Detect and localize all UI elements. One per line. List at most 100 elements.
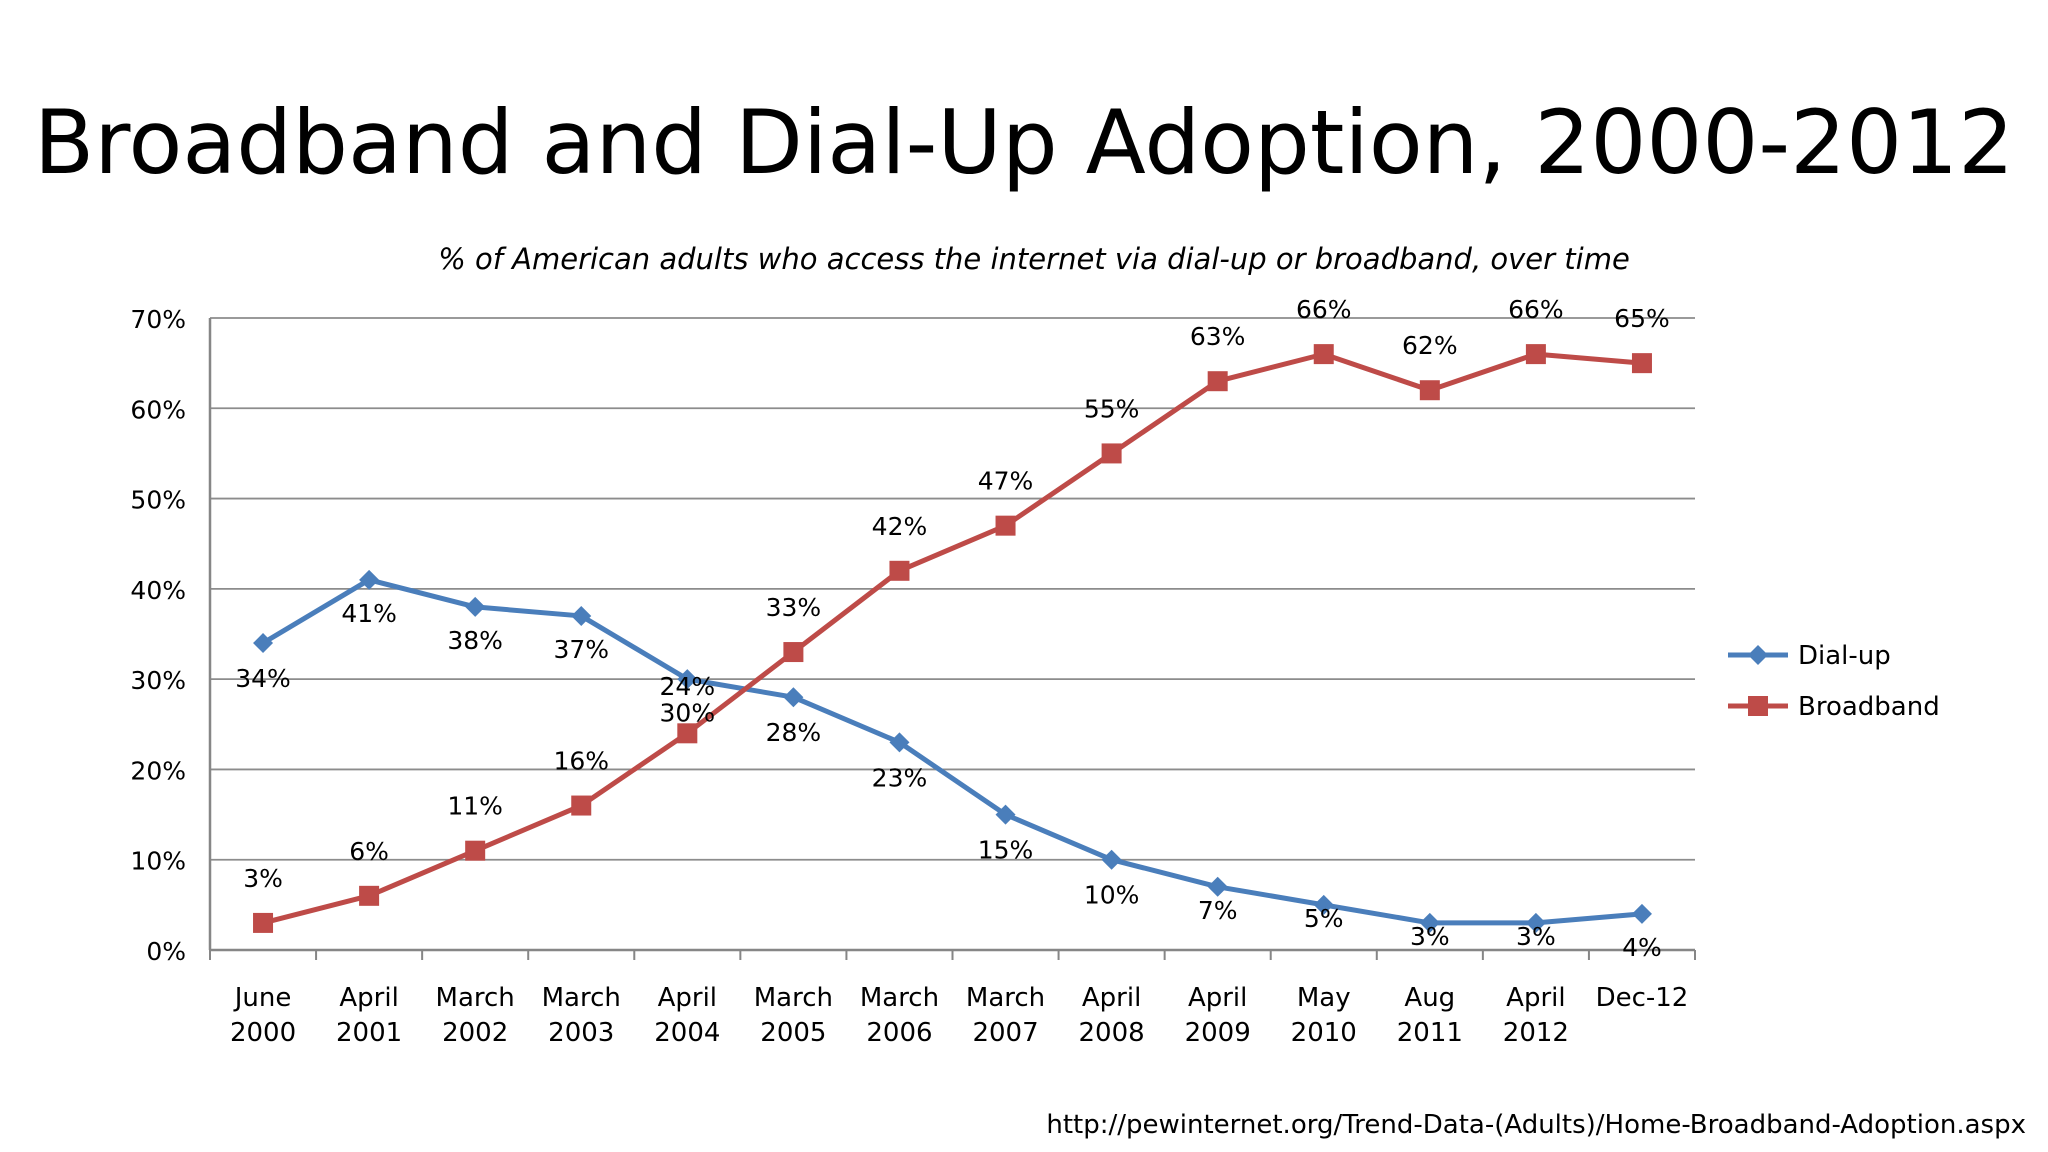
- data-point: [1631, 353, 1652, 374]
- data-label: 3%: [243, 864, 283, 893]
- legend-marker: [1748, 645, 1768, 665]
- x-tick-label: 2008: [1079, 1018, 1145, 1048]
- data-point: [783, 687, 804, 708]
- data-point: [465, 840, 486, 861]
- x-tick-label: 2010: [1291, 1018, 1357, 1048]
- data-point: [889, 560, 910, 581]
- data-label: 41%: [341, 599, 397, 628]
- data-point: [677, 669, 698, 690]
- y-tick-label: 30%: [130, 666, 186, 695]
- data-label: 16%: [553, 747, 609, 776]
- x-tick-label: 2009: [1185, 1018, 1251, 1048]
- y-tick-label: 40%: [130, 576, 186, 605]
- x-tick-label: March: [436, 983, 515, 1013]
- data-point: [1631, 903, 1652, 924]
- data-point: [995, 804, 1016, 825]
- x-axis-ticks: June 2000 April 2001 March 2002 March 2003 April…: [230, 983, 1688, 1048]
- data-label: 65%: [1614, 304, 1670, 333]
- x-tick-label: April: [1082, 983, 1141, 1013]
- x-tick-label: 2004: [654, 1018, 720, 1048]
- legend-marker: [1748, 696, 1768, 716]
- data-label: 38%: [447, 626, 503, 655]
- source-url: http://pewinternet.org/Trend-Data-(Adult…: [1046, 1110, 2026, 1140]
- data-point: [889, 732, 910, 753]
- y-tick-label: 70%: [130, 305, 186, 334]
- data-label: 33%: [766, 593, 822, 622]
- series-line-broadband: [262, 351, 1643, 926]
- data-point: [995, 515, 1016, 536]
- gridlines: [208, 317, 1696, 960]
- data-label: 6%: [349, 837, 389, 866]
- x-tick-label: June: [233, 983, 292, 1013]
- data-point: [783, 642, 804, 663]
- series-line-dial-up: [261, 577, 1643, 926]
- data-point: [1313, 344, 1334, 365]
- data-point: [1525, 912, 1546, 933]
- chart-subtitle: % of American adults who access the inte…: [438, 242, 1630, 276]
- data-label: 23%: [872, 763, 928, 792]
- data-point: [1313, 894, 1334, 915]
- data-label: 63%: [1190, 322, 1246, 351]
- data-point: [253, 912, 274, 933]
- data-label: 3%: [1410, 922, 1450, 951]
- x-tick-label: April: [658, 983, 717, 1013]
- x-tick-label: Aug: [1404, 983, 1455, 1013]
- x-tick-label: April: [1188, 983, 1247, 1013]
- data-labels: 34% 41% 38% 37% 24% 28% 23% 15% 10% 7% 5% 3% 3% 4% 3% 6…: [235, 295, 1670, 962]
- data-point: [359, 885, 380, 906]
- data-label: 47%: [978, 467, 1034, 496]
- data-label: 11%: [447, 792, 503, 821]
- data-label: 42%: [872, 512, 928, 541]
- data-point: [571, 795, 592, 816]
- data-point: [1525, 344, 1546, 365]
- data-point: [359, 569, 380, 590]
- data-point: [1419, 380, 1440, 401]
- x-tick-label: 2007: [972, 1018, 1038, 1048]
- x-tick-label: 2006: [866, 1018, 932, 1048]
- data-point: [1101, 443, 1122, 464]
- x-tick-label: 2003: [548, 1018, 614, 1048]
- y-tick-label: 10%: [130, 847, 186, 876]
- data-point: [677, 723, 698, 744]
- x-tick-label: April: [339, 983, 398, 1013]
- data-label: 66%: [1296, 295, 1352, 324]
- data-point: [1419, 912, 1440, 933]
- y-axis-ticks: 0% 10% 20% 30% 40% 50% 60% 70%: [130, 305, 186, 966]
- data-point: [253, 633, 274, 654]
- data-label: 24%: [660, 672, 716, 701]
- x-tick-label: 2002: [442, 1018, 508, 1048]
- data-label: 37%: [553, 635, 609, 664]
- slide-title: Broadband and Dial-Up Adoption, 2000-201…: [33, 91, 2015, 194]
- x-tick-label: March: [966, 983, 1045, 1013]
- x-tick-label: 2001: [336, 1018, 402, 1048]
- x-tick-label: April: [1506, 983, 1565, 1013]
- y-tick-label: 60%: [130, 395, 186, 424]
- x-tick-label: 2011: [1397, 1018, 1463, 1048]
- data-label: 66%: [1508, 295, 1564, 324]
- data-label: 55%: [1084, 394, 1140, 423]
- x-tick-label: March: [754, 983, 833, 1013]
- x-tick-label: 2012: [1503, 1018, 1569, 1048]
- x-tick-label: Dec-12: [1596, 983, 1689, 1013]
- x-tick-label: May: [1297, 983, 1351, 1013]
- data-label: 62%: [1402, 331, 1458, 360]
- x-tick-label: 2005: [760, 1018, 826, 1048]
- y-tick-label: 0%: [146, 937, 186, 966]
- x-tick-label: 2000: [230, 1018, 296, 1048]
- data-label: 5%: [1304, 904, 1344, 933]
- y-tick-label: 50%: [130, 486, 186, 515]
- data-label: 7%: [1198, 896, 1238, 925]
- legend-label: Dial-up: [1798, 641, 1891, 671]
- data-point: [1207, 371, 1228, 392]
- x-tick-label: March: [860, 983, 939, 1013]
- data-point: [1207, 876, 1228, 897]
- legend: Dial-up Broadband: [1728, 641, 1940, 722]
- x-tick-label: March: [542, 983, 621, 1013]
- data-label: 3%: [1516, 922, 1556, 951]
- data-label: 30%: [660, 698, 716, 727]
- data-label: 15%: [978, 836, 1034, 865]
- data-label: 28%: [766, 718, 822, 747]
- data-point: [571, 605, 592, 626]
- data-label: 34%: [235, 664, 291, 693]
